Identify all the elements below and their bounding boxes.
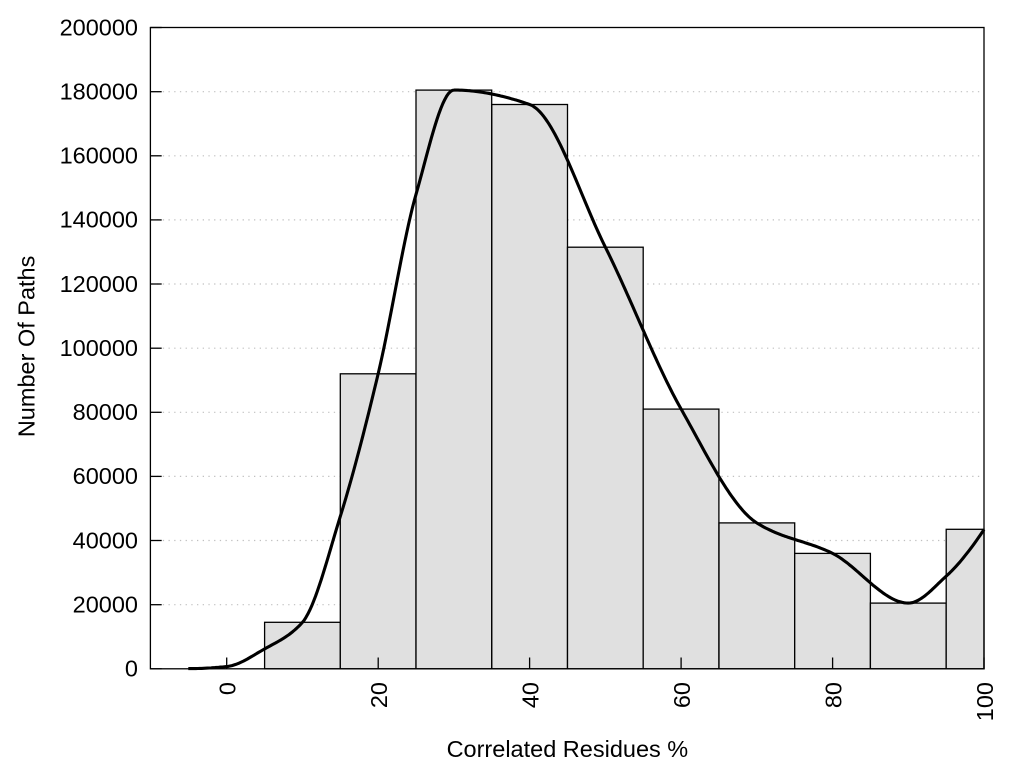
svg-text:180000: 180000 bbox=[60, 79, 138, 105]
svg-text:200000: 200000 bbox=[60, 14, 138, 40]
svg-text:100: 100 bbox=[972, 682, 998, 721]
svg-text:60000: 60000 bbox=[73, 463, 138, 489]
svg-text:100000: 100000 bbox=[60, 335, 138, 361]
svg-text:Number Of Paths: Number Of Paths bbox=[13, 256, 39, 438]
svg-text:0: 0 bbox=[125, 656, 138, 682]
svg-text:80: 80 bbox=[821, 682, 847, 708]
svg-text:160000: 160000 bbox=[60, 143, 138, 169]
svg-text:40: 40 bbox=[518, 682, 544, 708]
svg-text:140000: 140000 bbox=[60, 207, 138, 233]
svg-text:80000: 80000 bbox=[73, 399, 138, 425]
svg-text:0: 0 bbox=[215, 682, 241, 695]
svg-text:40000: 40000 bbox=[73, 527, 138, 553]
svg-text:20: 20 bbox=[366, 682, 392, 708]
svg-text:20000: 20000 bbox=[73, 592, 138, 618]
svg-text:Correlated Residues %: Correlated Residues % bbox=[447, 736, 689, 762]
svg-text:60: 60 bbox=[669, 682, 695, 708]
svg-text:120000: 120000 bbox=[60, 271, 138, 297]
